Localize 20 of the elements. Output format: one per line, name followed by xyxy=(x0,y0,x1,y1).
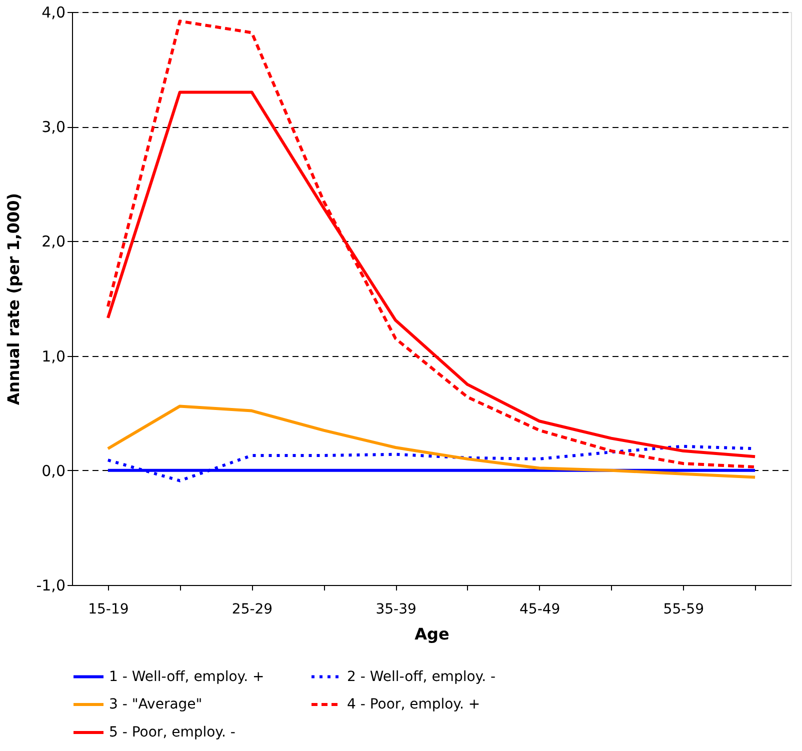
legend-label: 1 - Well-off, employ. + xyxy=(109,668,264,685)
legend-label: 4 - Poor, employ. + xyxy=(347,696,480,712)
legend-label: 2 - Well-off, employ. - xyxy=(347,668,496,685)
x-tick-label: 35-39 xyxy=(376,602,416,618)
line-series xyxy=(106,20,757,468)
legend-label: 5 - Poor, employ. - xyxy=(109,724,236,740)
y-tick-label: 0,0 xyxy=(42,462,66,480)
y-tick-label: 2,0 xyxy=(42,232,66,251)
x-tick-label: 25-29 xyxy=(232,602,273,618)
y-tick-label: 1,0 xyxy=(42,347,66,366)
y-tick-label: -1,0 xyxy=(36,576,66,594)
y-axis-title: Annual rate (per 1,000) xyxy=(4,192,24,406)
legend-label: 3 - "Average" xyxy=(109,696,202,712)
x-axis-title: Age xyxy=(414,624,450,644)
y-tick-label: 3,0 xyxy=(42,118,66,136)
x-tick-label: 55-59 xyxy=(663,602,704,618)
y-tick-label: 4,0 xyxy=(42,4,66,22)
x-tick-label: 15-19 xyxy=(88,602,129,618)
line-series xyxy=(106,404,757,479)
x-tick-label: 45-49 xyxy=(520,602,560,618)
